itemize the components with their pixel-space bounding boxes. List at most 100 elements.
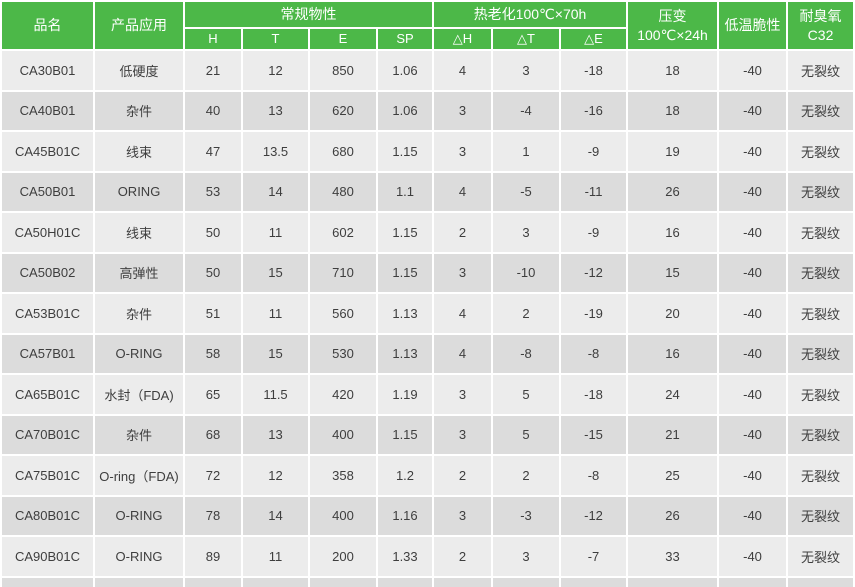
cell-application: 低硬度 (95, 51, 183, 90)
cell-delta-elongation: -7 (561, 537, 627, 576)
cell-specific-gravity: 1.13 (378, 294, 432, 333)
cell-hardness: 51 (185, 294, 241, 333)
header-ozone-resistance-line2: C32 (807, 26, 834, 43)
table-row: CA50B01 ORING 53 14 480 1.1 4 -5 -11 26 … (2, 172, 854, 211)
cell-tensile: 15 (243, 253, 308, 292)
cell-application: O-ring（FDA) (95, 456, 183, 495)
cell-tensile: 14 (243, 496, 308, 535)
cell-ozone-resistance: 无裂纹 (788, 496, 854, 535)
cell-specific-gravity: 1.15 (378, 213, 432, 252)
cell-compression-set (628, 577, 718, 587)
cell-tensile: 11 (243, 213, 308, 252)
cell-hardness: 40 (185, 91, 241, 130)
cell-product-name: CA80B01C (2, 496, 93, 535)
cell-delta-hardness: 4 (434, 294, 491, 333)
cell-compression-set: 24 (628, 375, 718, 414)
cell-specific-gravity: 1.33 (378, 537, 432, 576)
cell-compression-set: 21 (628, 415, 718, 454)
cell-application: 线束 (95, 132, 183, 171)
cell-elongation: 560 (310, 294, 376, 333)
cell-compression-set: 26 (628, 172, 718, 211)
cell-ozone-resistance: 无裂纹 (788, 132, 854, 171)
cell-product-name: CA57B01 (2, 334, 93, 373)
table-row: CA57B01 O-RING 58 15 530 1.13 4 -8 -8 16… (2, 334, 854, 373)
cell-delta-elongation: -9 (561, 213, 627, 252)
header-hardness: H (185, 29, 241, 49)
cell-specific-gravity: 1.2 (378, 456, 432, 495)
cell-product-name: CA45B01C (2, 132, 93, 171)
cell-delta-elongation: -16 (561, 91, 627, 130)
header-ozone-resistance: 耐臭氧 C32 (788, 2, 854, 49)
cell-delta-tensile: -5 (493, 172, 559, 211)
cell-delta-tensile: 1 (493, 132, 559, 171)
header-compression-set-line1: 压变 (658, 7, 687, 24)
cell-application: O-RING (95, 334, 183, 373)
cell-delta-hardness: 3 (434, 91, 491, 130)
cell-low-temp-brittleness: -40 (719, 51, 787, 90)
header-low-temp-brittleness: 低温脆性 (719, 2, 787, 49)
cell-specific-gravity: 1.16 (378, 496, 432, 535)
cell-elongation: 602 (310, 213, 376, 252)
cell-delta-hardness: 3 (434, 496, 491, 535)
cell-delta-hardness: 2 (434, 537, 491, 576)
cell-hardness: 89 (185, 537, 241, 576)
cell-compression-set: 18 (628, 51, 718, 90)
cell-application: ORING (95, 172, 183, 211)
cell-delta-tensile: 3 (493, 51, 559, 90)
cell-delta-hardness: 3 (434, 415, 491, 454)
cell-delta-tensile: 5 (493, 375, 559, 414)
cell-elongation: 400 (310, 415, 376, 454)
cell-ozone-resistance: 无裂纹 (788, 375, 854, 414)
cell-delta-elongation: -12 (561, 496, 627, 535)
cell-compression-set: 16 (628, 213, 718, 252)
cell-application: 杂件 (95, 294, 183, 333)
header-application: 产品应用 (95, 2, 183, 49)
cell-delta-elongation: -19 (561, 294, 627, 333)
cell-low-temp-brittleness: -40 (719, 375, 787, 414)
cell-elongation: 480 (310, 172, 376, 211)
cell-hardness: 47 (185, 132, 241, 171)
table-row: CA30B01 低硬度 21 12 850 1.06 4 3 -18 18 -4… (2, 51, 854, 90)
cell-elongation: 358 (310, 456, 376, 495)
cell-elongation: 680 (310, 132, 376, 171)
cell-tensile: 12 (243, 456, 308, 495)
cell-ozone-resistance: 无裂纹 (788, 172, 854, 211)
cell-application: 杂件 (95, 415, 183, 454)
cell-specific-gravity: 1.19 (378, 375, 432, 414)
cell-delta-elongation: -8 (561, 456, 627, 495)
cell-delta-tensile: 3 (493, 537, 559, 576)
cell-compression-set: 16 (628, 334, 718, 373)
cell-specific-gravity: 1.15 (378, 132, 432, 171)
cell-hardness: 53 (185, 172, 241, 211)
cell-delta-hardness (434, 577, 491, 587)
cell-application (95, 577, 183, 587)
cell-tensile: 11 (243, 537, 308, 576)
cell-compression-set: 33 (628, 537, 718, 576)
cell-delta-tensile: -10 (493, 253, 559, 292)
cell-delta-elongation: -15 (561, 415, 627, 454)
header-delta-tensile: △T (493, 29, 559, 49)
cell-delta-tensile: -4 (493, 91, 559, 130)
cell-compression-set: 26 (628, 496, 718, 535)
cell-delta-tensile: 2 (493, 456, 559, 495)
table-row: CA50B02 高弹性 50 15 710 1.15 3 -10 -12 15 … (2, 253, 854, 292)
cell-tensile (243, 577, 308, 587)
cell-low-temp-brittleness: -40 (719, 294, 787, 333)
cell-specific-gravity: 1.15 (378, 415, 432, 454)
cell-delta-hardness: 3 (434, 253, 491, 292)
table-row: CA40B01 杂件 40 13 620 1.06 3 -4 -16 18 -4… (2, 91, 854, 130)
cell-product-name: CA40B01 (2, 91, 93, 130)
cell-delta-elongation: -11 (561, 172, 627, 211)
cell-specific-gravity: 1.15 (378, 253, 432, 292)
cell-elongation: 420 (310, 375, 376, 414)
table-row: CA70B01C 杂件 68 13 400 1.15 3 5 -15 21 -4… (2, 415, 854, 454)
cell-delta-elongation: -18 (561, 51, 627, 90)
cell-application: 水封（FDA) (95, 375, 183, 414)
cell-delta-elongation: -12 (561, 253, 627, 292)
cell-delta-tensile: 3 (493, 213, 559, 252)
header-specific-gravity: SP (378, 29, 432, 49)
table-row: CA50H01C 线束 50 11 602 1.15 2 3 -9 16 -40… (2, 213, 854, 252)
header-product-name: 品名 (2, 2, 93, 49)
cell-specific-gravity: 1.1 (378, 172, 432, 211)
